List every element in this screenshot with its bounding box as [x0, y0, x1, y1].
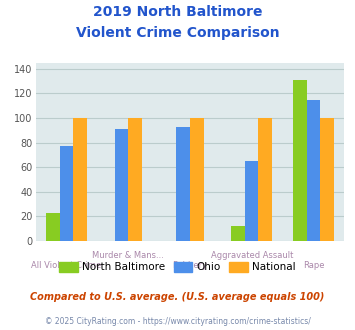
- Text: Violent Crime Comparison: Violent Crime Comparison: [76, 26, 279, 40]
- Bar: [190, 118, 203, 241]
- Bar: [60, 146, 73, 241]
- Bar: [245, 161, 258, 241]
- Legend: North Baltimore, Ohio, National: North Baltimore, Ohio, National: [55, 258, 300, 277]
- Bar: [46, 213, 60, 241]
- Bar: [293, 80, 307, 241]
- Text: Murder & Mans...: Murder & Mans...: [92, 251, 164, 260]
- Text: © 2025 CityRating.com - https://www.cityrating.com/crime-statistics/: © 2025 CityRating.com - https://www.city…: [45, 317, 310, 326]
- Text: All Violent Crime: All Violent Crime: [31, 261, 102, 270]
- Text: Compared to U.S. average. (U.S. average equals 100): Compared to U.S. average. (U.S. average …: [30, 292, 325, 302]
- Bar: [115, 129, 128, 241]
- Bar: [128, 118, 142, 241]
- Bar: [307, 100, 320, 241]
- Text: Rape: Rape: [303, 261, 324, 270]
- Text: 2019 North Baltimore: 2019 North Baltimore: [93, 5, 262, 19]
- Bar: [73, 118, 87, 241]
- Bar: [320, 118, 334, 241]
- Bar: [231, 226, 245, 241]
- Text: Aggravated Assault: Aggravated Assault: [211, 251, 293, 260]
- Bar: [176, 127, 190, 241]
- Text: Robbery: Robbery: [173, 261, 207, 270]
- Bar: [258, 118, 272, 241]
